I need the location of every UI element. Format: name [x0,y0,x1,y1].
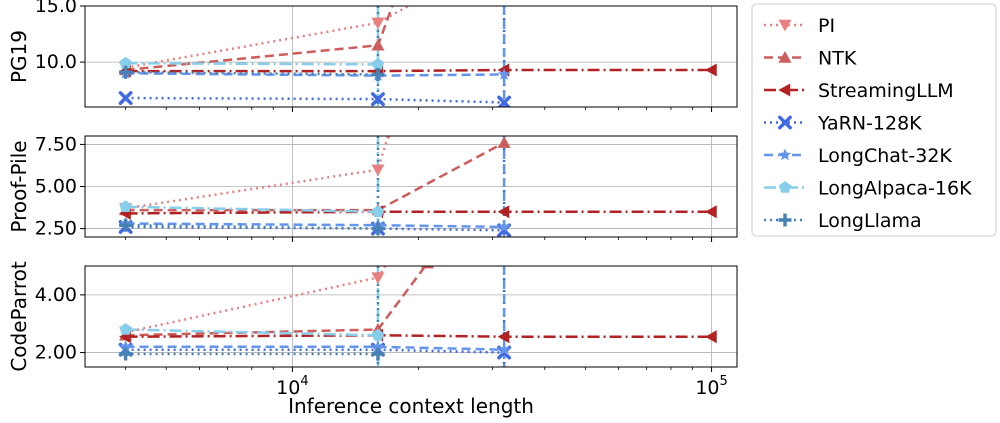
data-point [119,65,133,79]
panel-frame [84,265,738,368]
y-tick-label: 10.0 [35,51,77,73]
data-point [119,218,133,232]
y-tick-label: 4.00 [35,284,77,306]
legend-label: YaRN-128K [817,113,922,135]
legend: PI NTK StreamingLLM YaRN-128K LongChat-32K Lo… [751,3,997,237]
data-point [705,330,717,344]
legend-label: PI [818,15,835,37]
data-point [497,95,512,107]
legend-label: StreamingLLM [818,80,954,102]
legend-swatch-marker [778,213,792,227]
data-point [119,340,132,353]
panel-data [118,266,717,367]
x-tick-label: 105 [695,374,727,399]
data-point [119,200,132,212]
data-point [497,343,511,355]
legend-swatch-marker [778,51,792,63]
legend-swatch-marker [778,83,791,97]
y-tick-label: 15.0 [35,0,77,17]
data-point [371,205,385,218]
y-tick-label: 2.50 [35,218,77,240]
series-line [125,61,379,66]
legend-label: NTK [818,48,857,70]
data-point [705,205,717,219]
series-line [125,266,387,334]
data-point [371,272,385,285]
y-tick-label: 2.00 [35,342,77,364]
series-line [125,205,379,214]
legend-frame [751,3,997,237]
series-line [125,96,505,104]
series-line [125,334,712,338]
data-point [119,322,132,335]
data-point [388,266,390,267]
data-point [497,220,511,233]
legend-label: LongChat-32K [818,145,952,167]
data-point [371,38,385,51]
data-point [371,328,385,341]
y-axis-title: CodeParrot [7,261,31,372]
panel-data [118,0,717,107]
x-axis-title: Inference context length [288,394,534,418]
y-axis-title: Proof-Pile [7,140,31,232]
series-line [125,141,505,212]
data-point [497,136,511,148]
series-line [125,6,412,69]
legend-swatch-marker [778,181,792,193]
series-line [125,328,379,337]
data-point [371,340,385,353]
data-point [497,205,510,219]
series-line [125,72,505,77]
data-point [371,222,385,236]
data-point [371,347,385,361]
x-tick-label: 104 [276,374,308,399]
series-line [125,68,712,73]
series-line [125,348,505,354]
series-line [125,70,379,76]
panel-frame [84,5,738,108]
series-line [125,136,390,210]
y-tick-label: 7.50 [35,133,77,155]
data-point [371,17,385,30]
data-point [118,91,133,105]
panel-data [118,136,717,237]
data-point [371,57,385,70]
data-point [387,136,391,140]
data-point [497,330,510,344]
data-point [371,164,385,177]
legend-swatch-marker [778,19,792,32]
series-line [125,210,712,215]
series-line [125,6,394,72]
legend-swatch-marker [778,115,792,130]
data-point [388,0,401,6]
series-line [125,223,379,230]
legend-swatch-marker [778,148,792,161]
data-point [371,67,385,81]
data-point [119,347,133,361]
y-tick-label: 5.00 [35,176,77,198]
data-point [371,92,385,107]
y-axis-title: PG19 [7,30,31,83]
data-point [705,63,717,77]
data-point [420,266,434,269]
legend-label: LongLlama [818,210,922,232]
data-point [497,67,511,80]
data-point [119,56,132,69]
series-line [125,345,505,351]
legend-label: LongAlpaca-16K [818,178,972,200]
series-line [125,222,505,229]
